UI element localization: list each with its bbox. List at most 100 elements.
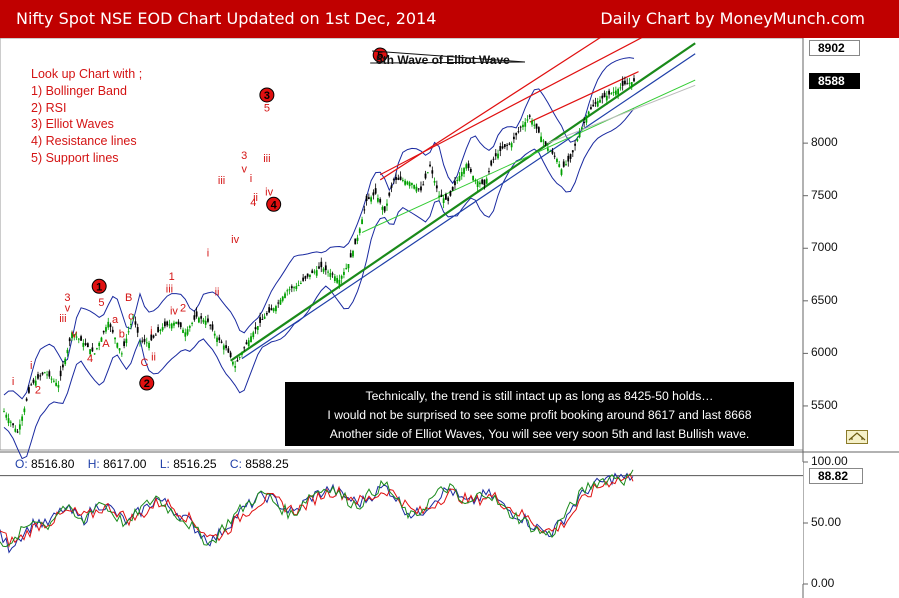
candle-body: [293, 287, 295, 289]
candle-body: [522, 124, 524, 128]
candle-body: [549, 151, 552, 153]
candle-body: [519, 126, 522, 128]
candle-body: [93, 353, 96, 355]
candle-body: [150, 334, 153, 341]
candle-body: [626, 83, 629, 85]
candle-body: [80, 336, 82, 341]
candle-body: [501, 146, 504, 149]
candle-body: [440, 194, 443, 198]
candle-body: [34, 380, 37, 386]
candle-body: [456, 179, 459, 181]
candle-body: [558, 164, 561, 167]
pointer-line: [370, 61, 526, 64]
candle-body: [438, 195, 441, 197]
wave-circle-marker: [139, 375, 155, 391]
candle-body: [111, 329, 114, 333]
candle-body: [227, 348, 230, 353]
candle-body: [322, 268, 325, 272]
candle-body: [599, 99, 601, 103]
wave-circle-marker: [266, 196, 282, 212]
candle-body: [64, 358, 67, 365]
bollinger-upper-band: [3, 57, 635, 400]
rsi-tick-label: 100.00: [811, 454, 848, 468]
candle-body: [311, 270, 314, 274]
candle-body: [91, 347, 94, 352]
candle-body: [395, 177, 397, 180]
candle-body: [21, 416, 24, 421]
candle-body: [420, 186, 422, 191]
resistance-line: [379, 26, 662, 176]
candle-body: [318, 266, 320, 269]
candle-body: [562, 161, 565, 167]
candle-body: [433, 180, 436, 183]
candle-body: [422, 184, 425, 186]
candle-body: [467, 163, 470, 169]
wave-label: 5: [377, 50, 383, 62]
candle-body: [610, 93, 613, 95]
candle-body: [195, 311, 198, 317]
candle-body: [197, 317, 200, 323]
wave-label: i: [30, 360, 32, 372]
chart-source: Daily Chart by MoneyMunch.com: [600, 9, 865, 28]
candle-body: [89, 349, 92, 355]
candle-body: [175, 321, 178, 324]
wave-label: 5: [98, 297, 104, 309]
close-label: C:: [229, 457, 242, 471]
wave-label: 4: [271, 199, 278, 211]
candle-body: [338, 279, 341, 286]
candle-body: [361, 219, 363, 225]
price-tick-label: 6500: [811, 292, 838, 307]
candle-body: [157, 327, 160, 333]
candle-body: [603, 92, 606, 98]
candle-body: [424, 173, 427, 179]
commentary-box: Technically, the trend is still intact u…: [285, 382, 794, 446]
candle-body: [512, 136, 515, 140]
candle-body: [277, 302, 280, 304]
candle-body: [388, 192, 391, 196]
candle-body: [605, 95, 608, 101]
wave-label: 2: [180, 302, 186, 314]
support-line: [361, 79, 696, 233]
price-tick-label: 7500: [811, 187, 838, 202]
wave-label: 4: [250, 197, 256, 209]
wave-label: iv: [170, 305, 178, 317]
candle-body: [114, 337, 116, 340]
candle-body: [551, 150, 554, 154]
candle-body: [177, 321, 180, 325]
wave-label: 2: [35, 384, 41, 396]
candle-body: [107, 321, 110, 328]
candle-body: [483, 179, 486, 186]
candle-body: [601, 95, 604, 99]
wave5-annotation: 5th Wave of Elliot Wave: [376, 53, 510, 67]
candle-body: [141, 340, 144, 342]
candle-body: [508, 143, 511, 145]
candle-body: [465, 164, 468, 169]
candle-body: [567, 155, 570, 162]
candle-body: [284, 293, 286, 298]
candle-body: [220, 341, 223, 343]
bollinger-bands: [3, 57, 635, 460]
candle-body: [163, 321, 166, 327]
candle-body: [265, 312, 268, 315]
scale-icon[interactable]: [846, 430, 868, 444]
candle-body: [404, 180, 407, 185]
candle-body: [578, 132, 581, 138]
lookup-legend: Look up Chart with ; 1) Bollinger Band 2…: [31, 66, 142, 167]
candle-body: [200, 316, 203, 319]
candle-body: [327, 271, 329, 273]
candle-body: [481, 179, 484, 184]
candle-body: [415, 186, 418, 192]
candle-body: [261, 318, 264, 320]
candle-body: [617, 88, 620, 95]
candle-body: [309, 274, 311, 278]
candle-body: [154, 334, 157, 336]
candle-body: [535, 123, 538, 129]
rsi-plot-area: [0, 462, 803, 584]
wave-label: 3: [264, 90, 270, 102]
candle-body: [352, 250, 354, 257]
candle-body: [247, 340, 250, 347]
low-label: L:: [159, 457, 170, 471]
candle-body: [170, 323, 173, 329]
